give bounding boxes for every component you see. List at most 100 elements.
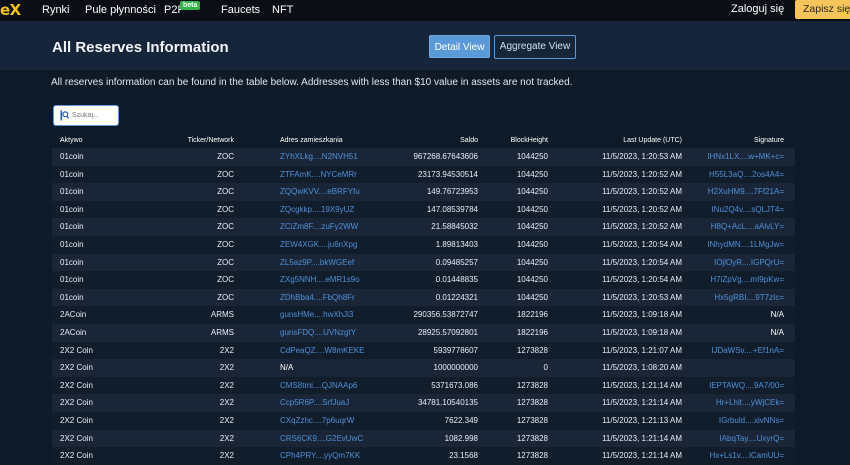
- nav-liquidity-pools[interactable]: Pule płynności: [85, 4, 156, 16]
- cell-address[interactable]: ZQQwKVV....eBRFYfu: [280, 187, 360, 197]
- cell-ticker: ZOC: [217, 239, 234, 249]
- cell-address[interactable]: CRS6CK9....G2EvUwC: [280, 433, 364, 443]
- table-row: 2X2 Coin 2X2 CMS8tmi....QJNAAp6 5371673.086…: [52, 376, 795, 395]
- cell-ticker: 2X2: [219, 380, 234, 390]
- nav-nft[interactable]: NFT: [272, 4, 294, 16]
- cell-balance: 1082.998: [444, 433, 478, 443]
- cell-address[interactable]: ZDhBba4....FbQh8Fr: [280, 292, 355, 302]
- cell-address[interactable]: ZL5az9P....bkWGEef: [280, 257, 355, 267]
- table-row: 01coin ZOC ZCiZm8F....zuFy2WW 21.58845032 10…: [52, 218, 795, 236]
- cell-signature[interactable]: IOjlOyR....IGPQrU=: [713, 257, 784, 267]
- cell-signature[interactable]: Hx5gRBI....9T7zIc=: [714, 292, 784, 302]
- cell-balance: 0.01224321: [435, 292, 478, 302]
- col-address-header[interactable]: Adres zamieszkania: [280, 137, 343, 144]
- search-box[interactable]: [53, 105, 119, 126]
- cell-address[interactable]: CPh4PRY....yyQm7KK: [280, 451, 361, 461]
- cell-blockheight: 1044250: [516, 152, 548, 161]
- cell-signature[interactable]: IHNx1LX....w+MK+c=: [707, 152, 784, 161]
- brand-logo[interactable]: eX: [0, 1, 21, 19]
- cell-ticker: ZOC: [217, 275, 234, 285]
- cell-balance: 0.09485257: [435, 257, 478, 267]
- cell-asset: 2X2 Coin: [60, 398, 93, 408]
- cell-address[interactable]: ZQcgkkp....19X9yUZ: [280, 204, 355, 214]
- cell-asset: 2X2 Coin: [60, 363, 93, 373]
- cell-last-update: 11/5/2023, 1:08:20 AM: [602, 363, 682, 373]
- cell-signature[interactable]: H55L3aQ....2os4A4=: [709, 169, 784, 179]
- nav-faucets[interactable]: Faucets: [221, 4, 261, 16]
- cell-ticker: ZOC: [217, 222, 234, 232]
- col-asset-header[interactable]: Aktywo: [60, 137, 83, 144]
- cell-address[interactable]: gunsFDQ....UVNzgtY: [280, 327, 357, 337]
- cell-asset: 2X2 Coin: [60, 433, 93, 443]
- cell-blockheight: 1273828: [516, 433, 548, 443]
- cell-signature[interactable]: H7iZpVg....mI9pKw=: [710, 275, 784, 285]
- cell-signature[interactable]: INu2Q4v....sQLJT4=: [711, 204, 784, 214]
- login-link[interactable]: Zaloguj się: [731, 3, 785, 15]
- col-last-update-header[interactable]: Last Update (UTC): [623, 137, 682, 144]
- cell-balance: 149.76723953: [426, 187, 478, 197]
- cell-address[interactable]: CdPeaQZ....W8mKEKE: [280, 345, 365, 355]
- reserves-table: Aktywo Ticker/Network Adres zamieszkania…: [52, 133, 795, 465]
- cell-blockheight: 1822196: [516, 327, 548, 337]
- info-text: All reserves information can be found in…: [51, 77, 573, 88]
- cell-blockheight: 1044250: [516, 169, 548, 179]
- cell-ticker: 2X2: [219, 345, 234, 355]
- cell-last-update: 11/5/2023, 1:21:14 AM: [602, 451, 682, 461]
- cell-address[interactable]: ZEW4XGK....ju6nXpg: [280, 239, 358, 249]
- col-signature-header[interactable]: Signature: [754, 137, 784, 144]
- cell-signature[interactable]: IAbqTay....UxyrQ=: [719, 433, 784, 443]
- cell-signature[interactable]: IJDaWSv....+Ef1nA=: [711, 345, 784, 355]
- cell-asset: 01coin: [60, 222, 84, 232]
- cell-blockheight: 1273828: [516, 451, 548, 461]
- table-body: 01coin ZOC ZYhXLkg....N2NVH51 967268.676436…: [52, 148, 795, 465]
- cell-signature[interactable]: Hr+Lhlt....yWjCEk=: [715, 398, 784, 408]
- cell-blockheight: 1044250: [516, 239, 548, 249]
- signup-button[interactable]: Zapisz się: [795, 0, 850, 19]
- table-row: 01coin ZOC ZQQwKVV....eBRFYfu 149.76723953 1…: [52, 183, 795, 201]
- cell-asset: 01coin: [60, 239, 84, 249]
- aggregate-view-button[interactable]: Aggregate View: [494, 35, 576, 59]
- cell-balance: 34781.10540135: [417, 398, 478, 408]
- cell-ticker: ZOC: [217, 257, 234, 267]
- cell-signature: N/A: [770, 327, 784, 337]
- cell-address[interactable]: ZYhXLkg....N2NVH51: [280, 152, 358, 161]
- cell-address[interactable]: CMS8tmi....QJNAAp6: [280, 380, 358, 390]
- detail-view-button[interactable]: Detail View: [429, 35, 490, 58]
- col-balance-header[interactable]: Saldo: [460, 137, 478, 144]
- cell-signature[interactable]: INhydMN....1LMgJw=: [707, 239, 784, 249]
- table-row: 2X2 Coin 2X2 Ccp5R6P....SrfJuaJ 34781.10540…: [52, 394, 795, 412]
- nav-markets[interactable]: Rynki: [42, 4, 70, 16]
- cell-address[interactable]: CXqZzhc....7p6uqrW: [280, 415, 355, 425]
- cell-balance: 7622.349: [444, 415, 478, 425]
- col-blockheight-header[interactable]: BlockHeight: [510, 137, 548, 144]
- cell-signature[interactable]: Hx+Ls1v....lCamUU=: [709, 451, 784, 461]
- cell-address[interactable]: Ccp5R6P....SrfJuaJ: [280, 398, 350, 408]
- cell-address[interactable]: ZCiZm8F....zuFy2WW: [280, 222, 359, 232]
- cell-signature[interactable]: H8Q+AcL....aAlvLY=: [710, 222, 784, 232]
- cell-last-update: 11/5/2023, 1:21:14 AM: [602, 380, 682, 390]
- cell-address[interactable]: ZTFAmK....NYCeMRr: [280, 169, 357, 179]
- cell-asset: 01coin: [60, 187, 84, 197]
- cell-blockheight: 1273828: [516, 398, 548, 408]
- cell-ticker: ZOC: [217, 152, 234, 161]
- col-ticker-header[interactable]: Ticker/Network: [187, 137, 234, 144]
- cell-last-update: 11/5/2023, 1:20:54 AM: [602, 239, 682, 249]
- cell-asset: 2X2 Coin: [60, 415, 93, 425]
- cell-signature[interactable]: H2XuHM9....7Ff21A=: [707, 187, 784, 197]
- cell-signature[interactable]: IEPTAWQ....9A7/00=: [709, 380, 784, 390]
- search-icon: [60, 110, 69, 121]
- cell-blockheight: 1273828: [516, 415, 548, 425]
- cell-asset: 2X2 Coin: [60, 380, 93, 390]
- page-title: All Reserves Information: [52, 39, 229, 56]
- table-row: 2X2 Coin 2X2 CdPeaQZ....W8mKEKE 5939778607 1…: [52, 341, 795, 360]
- table-row: 2X2 Coin 2X2 CXqZzhc....7p6uqrW 7622.349 127…: [52, 411, 795, 430]
- cell-ticker: ARMS: [210, 327, 234, 337]
- cell-signature[interactable]: IGrbuld....xivNNs=: [718, 415, 784, 425]
- cell-asset: 01coin: [60, 292, 84, 302]
- cell-address[interactable]: gunsHMe....hwXhJi3: [280, 310, 354, 320]
- nav-p2p[interactable]: P2P: [164, 4, 185, 16]
- cell-ticker: 2X2: [219, 363, 234, 373]
- cell-blockheight: 1044250: [516, 292, 548, 302]
- cell-address[interactable]: ZXg5NNH....eMR1s9o: [280, 275, 360, 285]
- search-input[interactable]: [72, 108, 116, 123]
